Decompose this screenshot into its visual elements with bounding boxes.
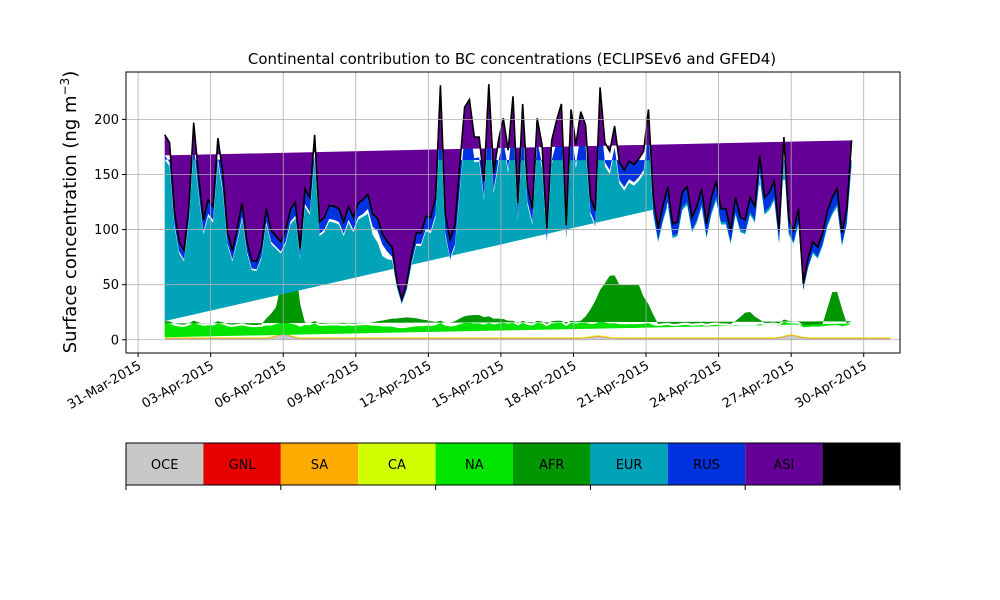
x-tick-label: 30-Apr-2015 bbox=[793, 358, 870, 411]
area-oce bbox=[164, 335, 891, 340]
legend-label-oce: OCE bbox=[151, 458, 179, 473]
chart-title: Continental contribution to BC concentra… bbox=[248, 50, 776, 68]
area-ca bbox=[164, 333, 891, 338]
stacked-areas bbox=[164, 84, 891, 340]
legend-label-afr: AFR bbox=[539, 458, 564, 473]
legend-label-sa: SA bbox=[311, 458, 328, 473]
legend-label-rus: RUS bbox=[693, 458, 720, 473]
legend-swatch-eur bbox=[590, 443, 668, 485]
grid bbox=[126, 72, 900, 353]
legend-swatch-gnl bbox=[203, 443, 281, 485]
legend-swatch-afr bbox=[513, 443, 591, 485]
area-sa bbox=[164, 334, 891, 339]
y-tick-label: 100 bbox=[94, 223, 119, 238]
y-axis-label-close: ) bbox=[60, 71, 81, 78]
area-aus-line bbox=[164, 84, 853, 302]
legend-swatch-asi bbox=[745, 443, 823, 485]
y-axis-label: Surface concentration (ng m−3) bbox=[58, 71, 81, 354]
legend-label-asi: ASI bbox=[773, 458, 794, 473]
y-axis-label-main: Surface concentration (ng m bbox=[60, 95, 81, 353]
y-tick-label: 200 bbox=[94, 113, 119, 128]
legend-label-na: NA bbox=[465, 458, 484, 473]
colorbar-frame bbox=[125, 442, 901, 486]
area-asi bbox=[164, 84, 852, 300]
x-tick-label: 21-Apr-2015 bbox=[575, 358, 652, 411]
y-axis-label-sup: −3 bbox=[58, 78, 72, 96]
area-eur bbox=[164, 114, 852, 322]
y-tick-label: 50 bbox=[102, 278, 119, 293]
legend-swatch-na bbox=[435, 443, 513, 485]
x-tick-label: 24-Apr-2015 bbox=[647, 358, 724, 411]
legend-swatch-sa bbox=[280, 443, 359, 485]
x-tick-label: 15-Apr-2015 bbox=[430, 358, 507, 411]
legend-label-ca: CA bbox=[388, 458, 406, 473]
legend-swatch-rus bbox=[667, 443, 746, 485]
x-tick-label: 31-Mar-2015 bbox=[65, 358, 144, 412]
x-tick-label: 03-Apr-2015 bbox=[140, 358, 217, 411]
legend-label-gnl: GNL bbox=[229, 458, 257, 473]
x-tick-label: 12-Apr-2015 bbox=[357, 358, 434, 411]
x-tick-label: 09-Apr-2015 bbox=[285, 358, 362, 411]
x-tick-label: 27-Apr-2015 bbox=[720, 358, 797, 411]
plot-frame bbox=[125, 71, 901, 354]
area-na bbox=[164, 321, 852, 338]
x-tick-label: 06-Apr-2015 bbox=[212, 358, 289, 411]
x-tick-label: 18-Apr-2015 bbox=[502, 358, 579, 411]
legend-swatch-oce bbox=[126, 443, 204, 485]
y-tick-label: 0 bbox=[111, 333, 119, 348]
legend-label-aus: AUS bbox=[848, 458, 875, 473]
legend-swatch-ca bbox=[358, 443, 436, 485]
colorbar-legend: OCE GNL SA CA NA AFR EUR RUS ASI AUS bbox=[125, 442, 901, 490]
y-tick-label: 150 bbox=[94, 168, 119, 183]
legend-swatch-aus bbox=[822, 443, 900, 485]
legend-label-eur: EUR bbox=[616, 458, 643, 473]
